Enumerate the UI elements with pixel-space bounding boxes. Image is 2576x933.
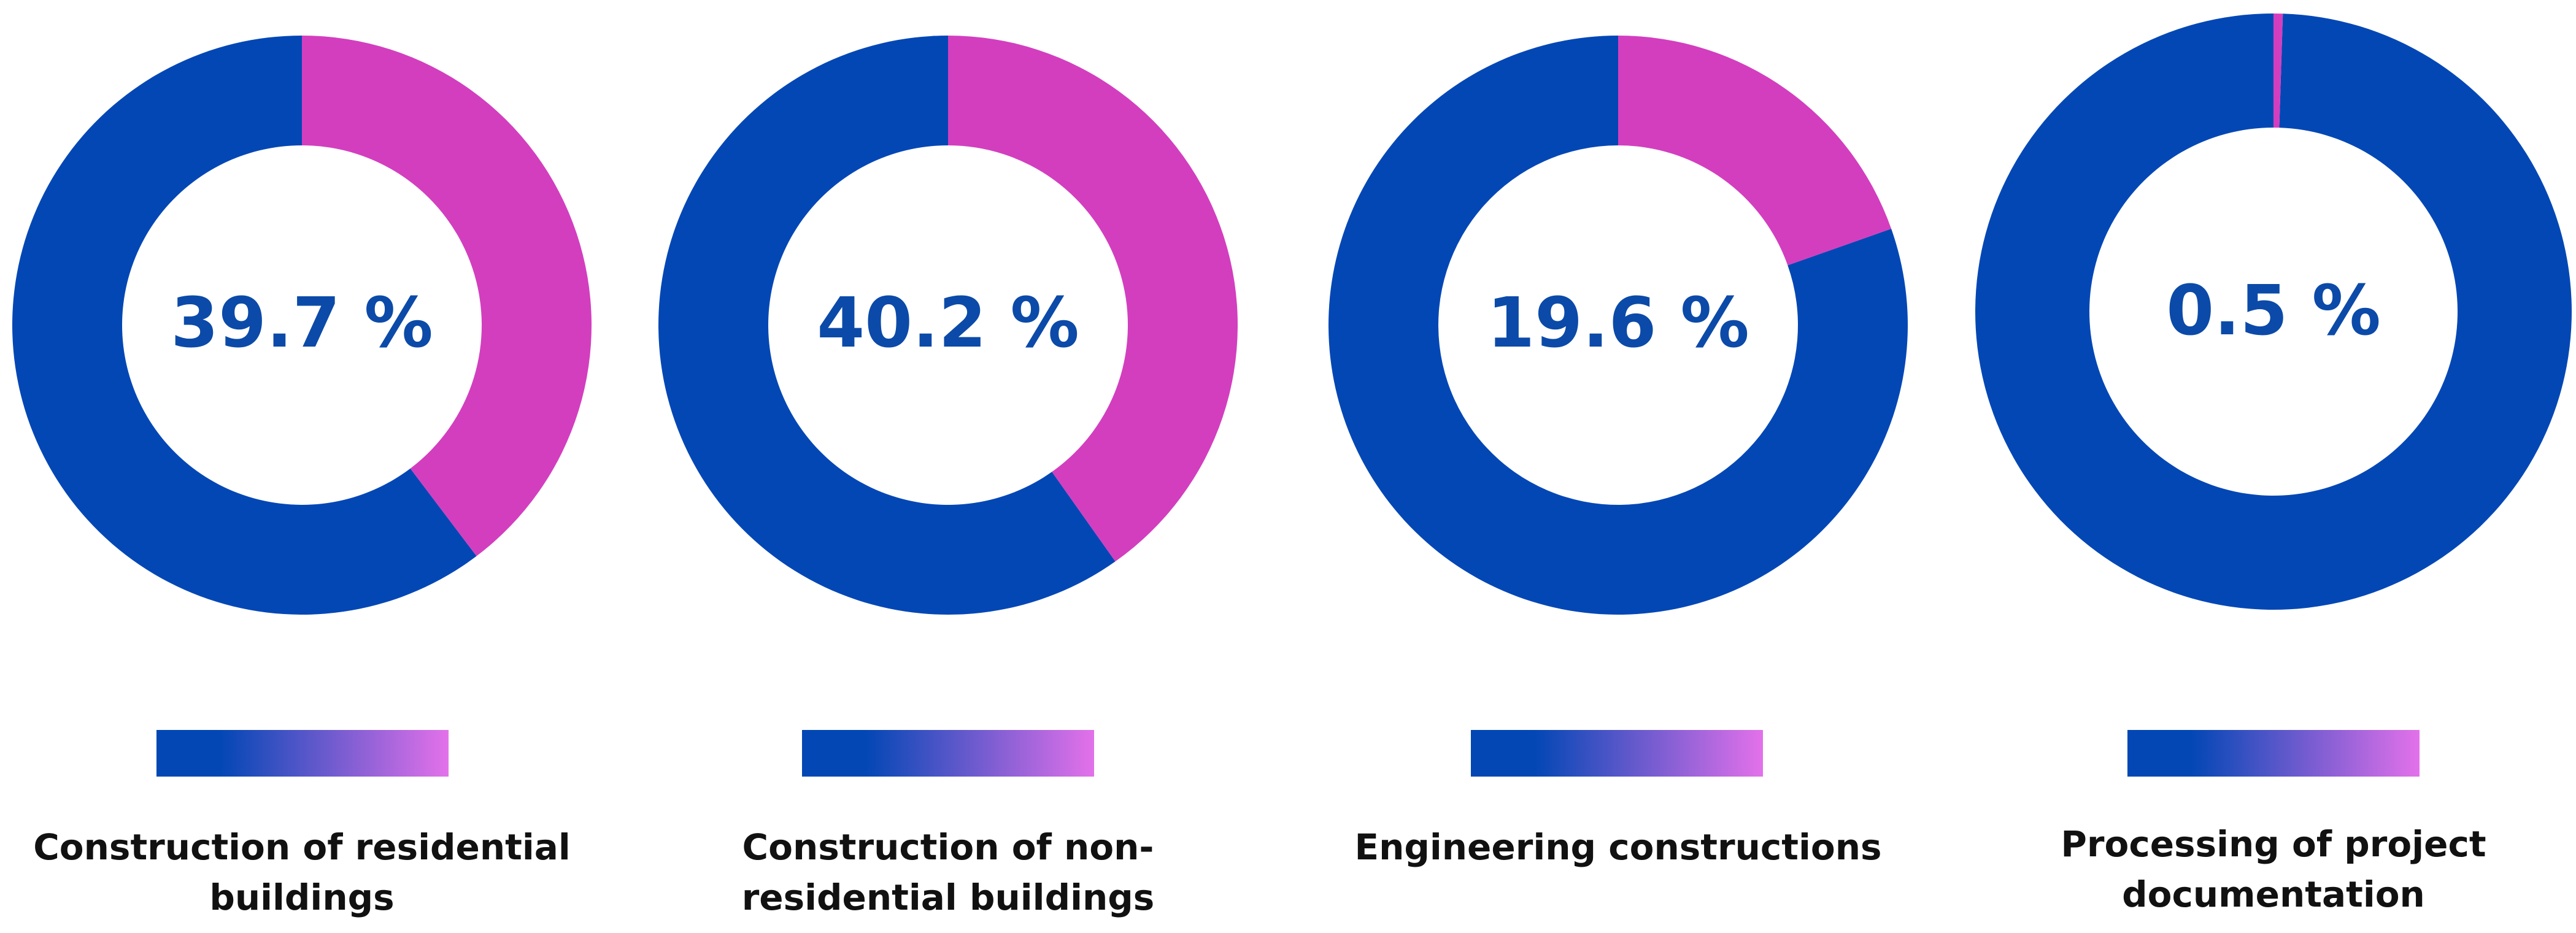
donut-slice-highlight xyxy=(302,36,592,556)
donut-slice-highlight xyxy=(2273,13,2283,128)
donut-slice-highlight xyxy=(1618,36,1892,266)
legend-gradient-bar xyxy=(1471,730,1763,777)
category-caption: Engineering constructions xyxy=(1342,822,1894,872)
donut-slice-rest xyxy=(658,36,1116,615)
caption-line: buildings xyxy=(209,877,395,918)
category-caption: Construction of non-residential building… xyxy=(672,822,1224,923)
donut-percent-label: 0.5 % xyxy=(2166,271,2381,351)
donut-percent-label: 19.6 % xyxy=(1487,283,1749,363)
donut-slice-rest xyxy=(1975,13,2572,610)
donut-slice-rest xyxy=(12,36,477,615)
caption-line: residential buildings xyxy=(741,877,1155,918)
caption-line: Engineering constructions xyxy=(1354,826,1882,868)
caption-line: Construction of non- xyxy=(742,826,1154,868)
donut-slice-highlight xyxy=(948,36,1238,562)
donut-construction-of-non-residential-buildings: 40.2 % xyxy=(658,36,1238,615)
caption-line: documentation xyxy=(2122,873,2425,915)
donut-processing-of-project-documentation: 0.5 % xyxy=(1975,13,2572,610)
legend-gradient-bar xyxy=(802,730,1094,777)
caption-line: Processing of project xyxy=(2061,823,2486,865)
legend-gradient-bar xyxy=(156,730,449,777)
category-caption: Construction of residential buildings xyxy=(26,822,578,923)
category-caption: Processing of project documentation xyxy=(1997,819,2550,920)
donut-construction-of-residential-buildings: 39.7 % xyxy=(12,36,592,615)
donut-slice-rest xyxy=(1328,36,1908,615)
caption-line: Construction of residential xyxy=(33,826,571,868)
donut-engineering-constructions: 19.6 % xyxy=(1328,36,1908,615)
donut-percent-label: 39.7 % xyxy=(171,283,433,363)
legend-gradient-bar xyxy=(2127,730,2420,777)
donut-percent-label: 40.2 % xyxy=(817,283,1079,363)
